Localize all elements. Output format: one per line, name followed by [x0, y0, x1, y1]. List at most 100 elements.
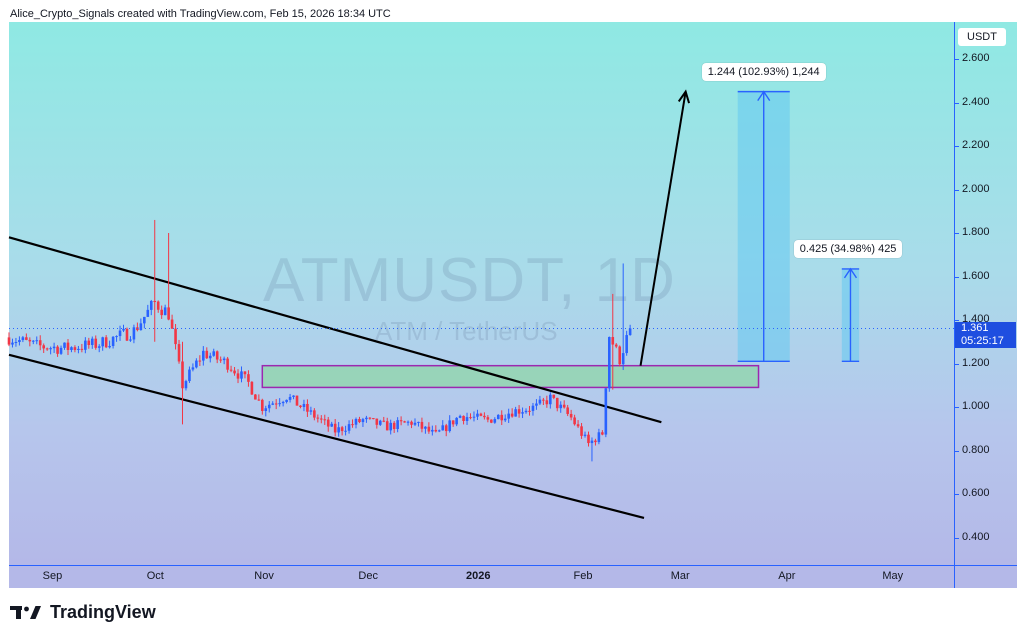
- candle-body-up: [465, 417, 469, 421]
- candle-body-up: [625, 335, 628, 354]
- candle-body-down: [7, 337, 11, 345]
- price-tick-label: 2.400: [962, 95, 990, 108]
- candle-body-up: [361, 419, 365, 423]
- candle-body-up: [139, 323, 143, 331]
- candle-body-up: [535, 403, 538, 406]
- candle-body-down: [333, 423, 337, 433]
- candle-body-down: [28, 339, 32, 342]
- candle-body-up: [77, 348, 80, 350]
- price-tick-mark: [955, 537, 959, 539]
- candle-body-up: [21, 337, 25, 341]
- candle-body-up: [559, 404, 563, 409]
- target-2-label: 0.425 (34.98%) 425: [793, 239, 903, 258]
- candle-body-up: [431, 429, 434, 432]
- time-axis[interactable]: [9, 565, 954, 588]
- candle-body-up: [424, 426, 427, 429]
- candle-body-up: [472, 416, 476, 418]
- candle-body-down: [320, 418, 323, 420]
- candle-body-up: [309, 410, 313, 412]
- price-tick-label: 1.000: [962, 400, 990, 412]
- time-tick-label: Sep: [42, 570, 63, 582]
- candle-body-up: [302, 403, 306, 408]
- candle-body-down: [358, 418, 361, 423]
- candle-body-down: [555, 397, 559, 409]
- tradingview-brand: TradingView: [50, 601, 156, 622]
- price-tick-mark: [955, 363, 959, 365]
- target-arrowhead: [757, 90, 771, 102]
- candle-body-up: [406, 421, 410, 423]
- candle-body-down: [368, 417, 372, 419]
- candle-body-down: [392, 422, 396, 430]
- candle-body-up: [271, 403, 275, 405]
- candle-body-down: [542, 399, 545, 401]
- candle-body-down: [257, 399, 261, 401]
- candle-body-down: [261, 399, 264, 411]
- candle-body-down: [611, 337, 615, 345]
- candle-body-down: [104, 337, 108, 348]
- candle-body-down: [215, 351, 219, 360]
- channel-upper-line: [8, 236, 662, 424]
- last-price-value: 1.361: [961, 322, 989, 334]
- candle-body-up: [608, 337, 611, 389]
- candle-body-up: [222, 358, 226, 361]
- candle-body-down: [170, 319, 174, 329]
- price-axis[interactable]: [954, 22, 1017, 565]
- price-tick-mark: [955, 146, 959, 147]
- candle-body-up: [59, 347, 63, 354]
- price-tick-label: 0.800: [962, 443, 990, 456]
- candle-body-down: [313, 410, 316, 418]
- price-tick-mark: [955, 320, 959, 321]
- candle-body-down: [295, 395, 299, 406]
- candle-body-down: [236, 373, 240, 379]
- candle-body-down: [483, 415, 486, 418]
- candle-body-down: [87, 340, 91, 346]
- candle-body-up: [31, 340, 35, 342]
- candle-body-down: [323, 419, 327, 421]
- candle-body-up: [354, 418, 358, 425]
- candle-body-up: [14, 342, 18, 344]
- candle-body-up: [604, 388, 608, 435]
- candle-body-up: [184, 381, 188, 389]
- candle-body-up: [531, 405, 535, 411]
- chart-pane[interactable]: [9, 22, 954, 565]
- candle-body-up: [413, 422, 417, 425]
- candle-body-up: [417, 421, 420, 423]
- candle-body-up: [115, 336, 118, 338]
- candle-body-up: [549, 394, 552, 405]
- candle-body-up: [389, 422, 392, 431]
- candle-body-down: [316, 417, 320, 419]
- candle-body-down: [594, 440, 597, 443]
- candle-body-down: [462, 415, 465, 421]
- candle-body-up: [191, 367, 195, 370]
- candle-body-up: [163, 307, 167, 316]
- candle-body-down: [174, 328, 177, 345]
- candle-body-down: [299, 405, 302, 408]
- candle-body-up: [583, 434, 587, 436]
- candle-body-down: [42, 345, 45, 349]
- candle-body-up: [292, 395, 295, 397]
- time-tick-label: Dec: [358, 570, 378, 582]
- candle-body-down: [528, 410, 531, 412]
- candle-body-down: [562, 404, 566, 408]
- candle-body-up: [337, 427, 340, 433]
- price-tick-mark: [955, 276, 959, 278]
- candle-body-down: [94, 338, 98, 348]
- candle-body-up: [18, 340, 21, 343]
- candle-body-down: [382, 420, 386, 422]
- candle-body-down: [420, 421, 424, 429]
- time-tick-label: Mar: [670, 570, 690, 582]
- candle-body-down: [229, 369, 233, 371]
- candle-body-down: [573, 417, 576, 425]
- candle-body-up: [365, 417, 368, 420]
- candle-body-down: [80, 348, 84, 350]
- price-tick-mark: [955, 407, 959, 408]
- candle-body-down: [254, 394, 257, 400]
- price-tick-label: 2.000: [962, 182, 990, 195]
- channel-lower-line: [8, 353, 645, 519]
- candle-body-down: [38, 340, 42, 346]
- currency-label[interactable]: USDT: [958, 28, 1006, 46]
- candle-body-down: [479, 413, 483, 416]
- chart-header: Alice_Crypto_Signals created with Tradin…: [10, 8, 391, 20]
- candle-body-up: [437, 430, 441, 432]
